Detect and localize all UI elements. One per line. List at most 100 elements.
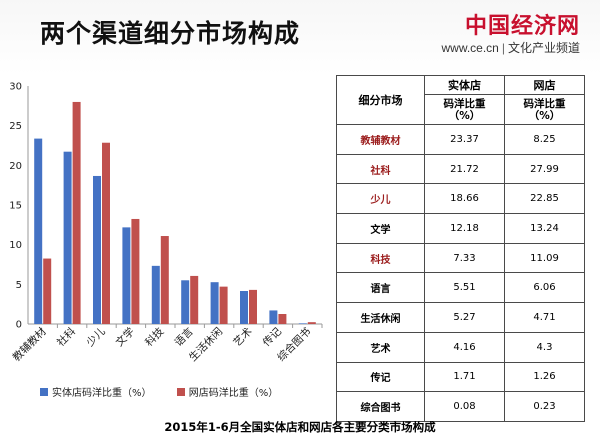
table-row: 综合图书 0.08 0.23 <box>336 391 585 422</box>
table-cell-store: 1.71 <box>424 361 505 393</box>
table-cell-store: 5.51 <box>424 272 505 304</box>
bar-store <box>151 265 160 324</box>
table-cell-online: 13.24 <box>504 213 585 244</box>
y-tick-label: 10 <box>9 240 22 251</box>
header-band <box>0 0 600 75</box>
table-cell-category: 社科 <box>336 153 425 185</box>
table-header-row: 细分市场 实体店 网店 <box>336 75 585 125</box>
table-cell-category: 传记 <box>336 361 425 393</box>
legend-item-online: 网店码洋比重（%） <box>176 384 279 399</box>
bar-store <box>210 282 219 324</box>
logo-separator: | <box>501 41 505 55</box>
table-cell-online: 6.06 <box>504 272 585 304</box>
table-row: 科技 7.33 11.09 <box>336 242 585 274</box>
y-tick-label: 0 <box>16 320 22 331</box>
y-tick-label: 20 <box>9 161 22 172</box>
y-tick-label: 25 <box>9 121 22 132</box>
bar-online <box>249 289 257 324</box>
legend-swatch-online <box>176 387 185 396</box>
logo-channel: 文化产业频道 <box>507 41 580 55</box>
bar-online <box>131 218 140 324</box>
table-col-online: 网店 <box>504 75 585 95</box>
table-cell-online: 4.3 <box>504 331 585 363</box>
bar-online <box>219 286 228 324</box>
legend-item-store: 实体店码洋比重（%） <box>40 384 152 399</box>
bar-online <box>102 142 110 324</box>
bar-store <box>34 138 43 324</box>
table-cell-category: 语言 <box>336 272 425 304</box>
bar-store <box>240 290 248 324</box>
table-cell-category: 文学 <box>336 213 425 244</box>
y-tick-label: 15 <box>9 201 22 212</box>
table-sub-header-store: 码洋比重 （%） <box>424 94 505 125</box>
sub-header-unit: （%） <box>448 109 481 122</box>
x-tick-label: 社科 <box>54 325 78 349</box>
table-row: 少儿 18.66 22.85 <box>336 183 585 215</box>
table-col-store: 实体店 <box>424 75 505 95</box>
x-tick-label: 语言 <box>172 325 196 349</box>
logo-url: www.ce.cn <box>441 41 499 55</box>
table-cell-online: 11.09 <box>504 242 585 274</box>
table-cell-store: 12.18 <box>424 213 505 244</box>
table-row: 文学 12.18 13.24 <box>336 213 585 244</box>
table-cell-category: 生活休闲 <box>336 302 425 333</box>
legend-label-online: 网店码洋比重（%） <box>188 388 279 399</box>
bar-online <box>160 236 169 324</box>
table-corner-label: 细分市场 <box>336 75 425 125</box>
table-row: 艺术 4.16 4.3 <box>336 331 585 363</box>
bar-online <box>190 275 199 324</box>
site-logo[interactable]: 中国经济网 www.ce.cn | 文化产业频道 <box>410 8 581 60</box>
legend-swatch-store <box>40 387 48 396</box>
table-cell-store: 18.66 <box>424 183 505 215</box>
table-cell-store: 23.37 <box>424 124 505 155</box>
data-table: 细分市场 实体店 网店 码洋比重 （%） 码洋比重 （%） 教辅教材 23.37 8… <box>336 75 585 422</box>
logo-subline: www.ce.cn | 文化产业频道 <box>442 39 581 56</box>
bar-store <box>269 310 278 324</box>
x-tick-label: 科技 <box>142 325 166 349</box>
table-cell-online: 27.99 <box>504 153 585 185</box>
table-cell-store: 21.72 <box>424 153 505 185</box>
chart-legend: 实体店码洋比重（%） 网店码洋比重（%） <box>40 384 300 399</box>
table-row: 生活休闲 5.27 4.71 <box>336 302 585 333</box>
table-row: 传记 1.71 1.26 <box>336 361 585 393</box>
table-row: 社科 21.72 27.99 <box>336 153 585 185</box>
table-cell-category: 科技 <box>336 242 425 274</box>
bar-store <box>181 280 190 324</box>
sub-header-unit: （%） <box>528 109 561 122</box>
table-cell-store: 4.16 <box>424 331 505 363</box>
table-cell-category: 教辅教材 <box>336 124 425 155</box>
table-cell-category: 少儿 <box>336 183 425 215</box>
table-cell-store: 7.33 <box>424 242 505 274</box>
table-cell-online: 4.71 <box>504 302 585 333</box>
page-title: 两个渠道细分市场构成 <box>40 19 301 48</box>
x-tick-label: 艺术 <box>231 325 255 349</box>
sub-header-label: 码洋比重 <box>443 97 486 110</box>
x-tick-label: 文学 <box>113 325 137 349</box>
table-row: 语言 5.51 6.06 <box>336 272 585 304</box>
table-row: 教辅教材 23.37 8.25 <box>336 124 585 155</box>
table-cell-store: 5.27 <box>424 302 505 333</box>
table-cell-online: 22.85 <box>504 183 585 215</box>
table-cell-online: 0.23 <box>504 391 585 422</box>
bar-store <box>298 323 307 324</box>
legend-label-store: 实体店码洋比重（%） <box>52 388 152 399</box>
bar-online <box>278 314 287 324</box>
table-cell-online: 8.25 <box>504 124 585 155</box>
bar-store <box>93 175 101 324</box>
logo-wordmark: 中国经济网 <box>464 13 580 39</box>
table-cell-store: 0.08 <box>424 391 505 422</box>
x-tick-label: 传记 <box>261 325 285 349</box>
x-tick-label: 少儿 <box>84 325 108 349</box>
table-sub-header-online: 码洋比重 （%） <box>504 94 585 125</box>
table-cell-category: 综合图书 <box>336 391 425 422</box>
footer-caption: 2015年1-6月全国实体店和网店各主要分类市场构成 <box>164 420 436 434</box>
bar-online <box>72 101 81 324</box>
y-tick-label: 5 <box>16 280 22 291</box>
sub-header-label: 码洋比重 <box>523 97 566 110</box>
y-tick-label: 30 <box>9 82 22 93</box>
table-subheader-row: 码洋比重 （%） 码洋比重 （%） <box>337 94 585 125</box>
bar-store <box>63 151 72 324</box>
bar-online <box>307 322 316 324</box>
table-cell-category: 艺术 <box>336 331 425 363</box>
